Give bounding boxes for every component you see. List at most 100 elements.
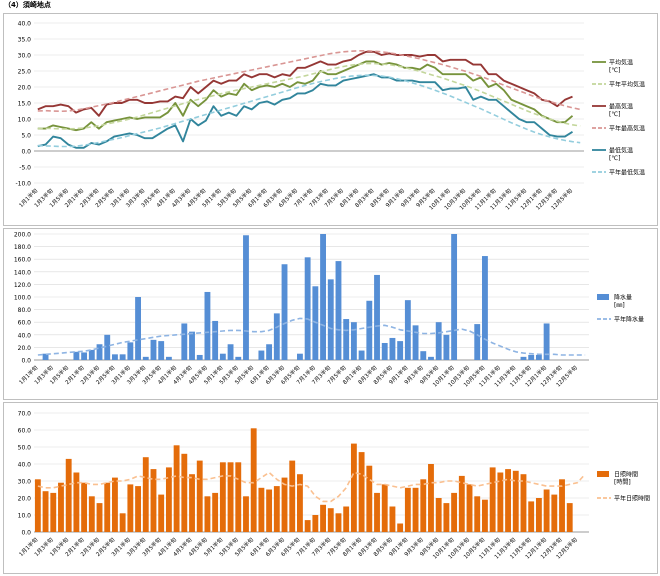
bar-1月5半旬	[65, 458, 72, 532]
bar-6月5半旬	[297, 353, 303, 360]
bar-7月4半旬	[335, 513, 342, 532]
bar-2月6半旬	[119, 354, 126, 360]
bar-12月1半旬	[543, 323, 550, 360]
bar-6月2半旬	[273, 486, 280, 532]
y-tick-label: -5.0	[19, 165, 31, 172]
bar-8月6半旬	[397, 523, 404, 532]
bar-9月1半旬	[404, 300, 411, 360]
legend-unit: [℃]	[609, 67, 620, 74]
legend-label: 日照時間	[614, 471, 638, 479]
bar-7月1半旬	[312, 286, 319, 360]
y-tick-label: 60.0	[18, 320, 32, 327]
y-tick-label: 0.0	[21, 149, 31, 156]
legend-label: 降水量	[614, 294, 632, 302]
series-line-最低気温	[37, 73, 574, 149]
bar-10月4半旬	[474, 496, 481, 532]
bar-4月6半旬	[212, 320, 219, 360]
temperature-chart-panel: -10.0 -5.0 0.0 5.0 10.0 15.0 20.0 25.0 30.0 35.0 4…	[3, 13, 658, 226]
bar-1月1半旬	[34, 479, 41, 532]
bar-2月3半旬	[96, 344, 103, 360]
bar-3月6半旬	[165, 356, 172, 360]
bar-8月1半旬	[358, 452, 365, 532]
bar-12月3半旬	[559, 479, 565, 532]
bar-3月5半旬	[158, 341, 165, 360]
bar-7月3半旬	[327, 279, 334, 360]
bar-11月3半旬	[512, 470, 519, 532]
bar-5月5半旬	[250, 428, 257, 532]
bar-9月3半旬	[420, 351, 427, 360]
bar-6月4半旬	[289, 460, 296, 532]
bar-4月6半旬	[212, 492, 219, 532]
bar-10月2半旬	[458, 475, 465, 532]
y-tick-label: 5.0	[21, 133, 31, 140]
bar-10月4半旬	[474, 324, 481, 360]
bar-4月4半旬	[196, 460, 203, 532]
bar-6月6半旬	[304, 257, 311, 360]
bar-4月4半旬	[196, 354, 203, 360]
series-line-最高気温	[37, 50, 573, 117]
bar-12月2半旬	[551, 494, 558, 532]
bar-7月4半旬	[335, 261, 342, 360]
bar-12月4半旬	[566, 503, 573, 532]
y-tick-label: 10.0	[18, 513, 32, 520]
bar-3月2半旬	[135, 297, 141, 360]
bar-3月4半旬	[150, 469, 157, 532]
bar-1月6半旬	[73, 351, 80, 360]
bar-2月1半旬	[81, 352, 88, 360]
y-tick-label: 20.0	[18, 345, 32, 352]
y-tick-label: 40.0	[18, 21, 32, 28]
y-tick-label: 120.0	[14, 282, 31, 289]
legend-swatch	[597, 294, 609, 300]
bar-11月6半旬	[535, 498, 542, 532]
bar-2月6半旬	[119, 513, 126, 532]
bar-6月3半旬	[281, 264, 288, 360]
bar-5月2半旬	[227, 344, 234, 360]
bar-11月4半旬	[520, 474, 527, 532]
bar-4月2半旬	[181, 323, 188, 360]
precipitation-chart-panel: 0.0 20.0 40.0 60.0 80.0 100.0 120.0 140.0 160.0 1…	[3, 228, 658, 400]
bar-8月2半旬	[366, 465, 373, 532]
series-line-平年日照時間	[37, 471, 586, 503]
bar-1月6半旬	[73, 472, 80, 532]
y-tick-label: 30.0	[18, 53, 32, 60]
bar-2月1半旬	[81, 482, 88, 532]
bar-5月3半旬	[235, 356, 242, 360]
bar-9月2半旬	[412, 325, 419, 360]
y-tick-label: 100.0	[14, 295, 31, 302]
bar-2月3半旬	[96, 503, 103, 532]
y-tick-label: 0.0	[21, 530, 31, 537]
bar-8月5半旬	[389, 506, 396, 532]
bar-3月1半旬	[127, 484, 134, 532]
bar-8月2半旬	[366, 300, 373, 360]
bar-6月1半旬	[266, 489, 273, 532]
bar-9月2半旬	[412, 487, 419, 532]
page-title: （4）須崎地点	[4, 1, 51, 9]
series-line-平年最低気温	[37, 74, 581, 148]
bar-5月1半旬	[219, 353, 226, 360]
bar-7月5半旬	[343, 506, 350, 532]
y-tick-label: 60.0	[18, 428, 32, 435]
bar-3月3半旬	[142, 457, 149, 532]
y-tick-label: 25.0	[18, 69, 32, 76]
bar-5月1半旬	[219, 462, 226, 532]
bar-7月2半旬	[320, 504, 326, 532]
y-tick-label: 140.0	[14, 269, 31, 276]
y-tick-label: -10.0	[15, 181, 31, 188]
bar-3月2半旬	[135, 486, 141, 532]
bar-11月5半旬	[528, 501, 535, 532]
bar-2月2半旬	[88, 496, 95, 532]
bar-7月1半旬	[312, 515, 319, 532]
series-line-平年降水量	[37, 317, 586, 356]
sunshine-chart-panel: 0.0 10.0 20.0 30.0 40.0 50.0 60.0 70.0 1月1半旬 1月3半…	[3, 402, 658, 574]
y-tick-label: 40.0	[18, 332, 32, 339]
bar-8月1半旬	[358, 350, 365, 360]
bar-7月3半旬	[327, 508, 334, 532]
bar-2月2半旬	[88, 349, 95, 360]
bar-9月1半旬	[404, 487, 411, 532]
y-tick-label: 160.0	[14, 257, 31, 264]
legend-unit: [㎜]	[614, 302, 625, 309]
bar-10月1半旬	[451, 492, 458, 532]
bar-1月2半旬	[42, 353, 49, 360]
sunshine-chart: 0.010.020.030.040.050.060.070.01月1半旬1月3半…	[17, 411, 650, 561]
y-tick-label: 200.0	[14, 232, 31, 239]
